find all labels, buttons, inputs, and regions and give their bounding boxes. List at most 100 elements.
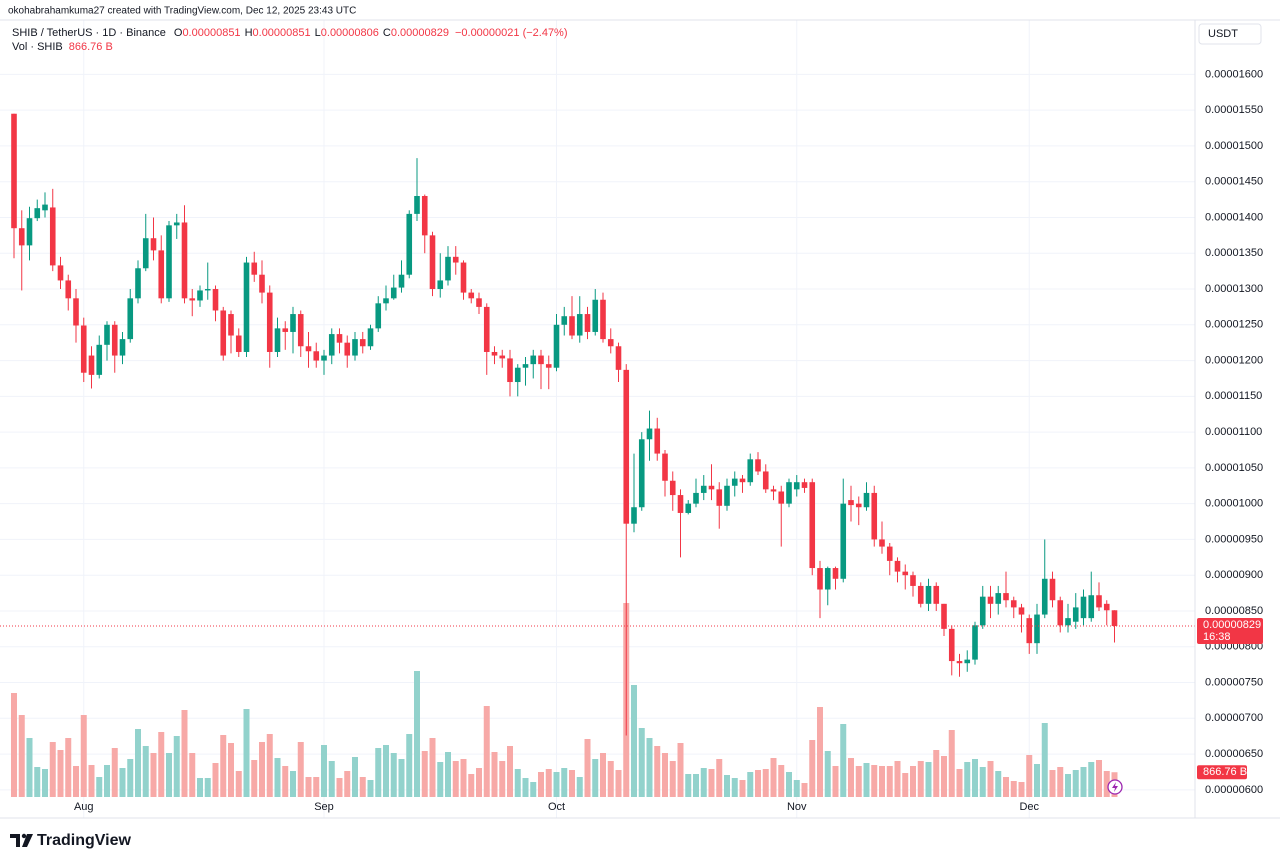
volume-bar (956, 769, 963, 797)
candle-body (592, 299, 599, 332)
volume-bar (204, 778, 211, 797)
volume-bar (1096, 760, 1102, 797)
volume-bar (755, 770, 761, 797)
candle-body (948, 628, 955, 662)
volume-bar (863, 763, 870, 797)
candle-body (11, 113, 17, 229)
candle-body (251, 262, 258, 275)
currency-button[interactable] (1198, 23, 1262, 45)
y-tick-label: 0.00001350 (1205, 247, 1263, 259)
volume-bar (654, 746, 661, 797)
ohlc-key: L (315, 27, 321, 39)
candle-body (483, 306, 490, 352)
volume-bar (491, 752, 498, 797)
candle-body (724, 485, 730, 506)
candle-body (662, 453, 668, 481)
volume-legend: Vol · SHIB 866.76 B (12, 41, 113, 53)
volume-bar (80, 715, 87, 797)
volume-bar (700, 768, 707, 797)
candle-body (460, 262, 467, 293)
candle-body (499, 355, 506, 359)
candle-body (452, 256, 459, 263)
ohlc-value: 0.00000851 (253, 27, 311, 39)
volume-bar (282, 766, 289, 797)
y-tick-label: 0.00000750 (1205, 676, 1263, 688)
y-tick-label: 0.00001500 (1205, 140, 1263, 152)
candle-body (305, 346, 312, 352)
volume-bar (731, 778, 738, 797)
candle-body (142, 238, 149, 269)
volume-bar (902, 773, 909, 797)
y-tick-label: 0.00001250 (1205, 319, 1263, 331)
volume-bar (979, 767, 986, 797)
candle-body (1041, 578, 1048, 615)
volume-bar (375, 748, 382, 797)
volume-bar (468, 774, 475, 797)
volume-bar (631, 685, 637, 797)
candle-body (631, 507, 637, 524)
candle-body (755, 459, 761, 472)
candle-body (42, 204, 48, 211)
candle-body (18, 228, 25, 246)
candle-body (1111, 610, 1118, 627)
candle-body (445, 256, 451, 281)
candle-body (863, 492, 870, 508)
candle-body (96, 344, 103, 375)
candle-body (538, 355, 544, 365)
candle-body (824, 568, 831, 590)
candle-body (290, 314, 296, 332)
x-tick-label: Nov (787, 801, 807, 813)
candle-body (964, 659, 971, 664)
candle-body (832, 568, 839, 579)
volume-bar (135, 729, 141, 797)
currency[interactable]: USDT (1208, 28, 1238, 40)
volume-bar (104, 765, 110, 797)
volume-bar (530, 782, 537, 797)
volume-bar (832, 766, 839, 797)
last-price-label: 0.00000829 (1203, 619, 1261, 631)
y-tick-label: 0.00001150 (1205, 390, 1262, 402)
volume-bar (235, 771, 242, 797)
volume-bar (538, 772, 544, 797)
volume-bar (1041, 723, 1048, 797)
candle-body (119, 339, 126, 356)
y-tick-label: 0.00000700 (1205, 712, 1263, 724)
volume-bar (600, 753, 606, 797)
candle-body (1096, 595, 1102, 608)
x-tick-label: Sep (314, 801, 334, 813)
volume-bar (452, 761, 459, 797)
candle-body (73, 298, 79, 326)
volume-bar (662, 753, 668, 797)
candle-body (801, 482, 808, 488)
volume-bar (514, 769, 521, 797)
volume-bar (406, 734, 413, 797)
volume-bar (1049, 770, 1056, 797)
candle-body (398, 274, 405, 288)
volume-bar (158, 732, 165, 797)
volume-bar (42, 769, 48, 797)
volume-bar (266, 734, 273, 797)
volume-bar (1103, 771, 1110, 797)
grid (0, 20, 1195, 818)
volume-bar (18, 715, 25, 797)
plot (0, 113, 1195, 797)
volume-bar (11, 693, 17, 797)
candle-body (313, 351, 320, 361)
volume-bar (708, 769, 715, 797)
candle-body (793, 482, 800, 490)
candle-body (654, 428, 661, 454)
volume-bar (499, 761, 506, 797)
volume-bar (855, 766, 862, 797)
y-tick-label: 0.00000850 (1205, 605, 1263, 617)
candle-body (344, 342, 351, 356)
y-tick-label: 0.00000600 (1205, 784, 1263, 796)
x-tick-label: Dec (1019, 801, 1039, 813)
candle-body (669, 480, 676, 496)
candle-body (902, 571, 909, 576)
candle-body (166, 225, 172, 299)
volume-bar (894, 761, 901, 797)
ohlc-value: 0.00000851 (182, 27, 240, 39)
candle-body (638, 439, 645, 508)
candle-body (80, 325, 87, 373)
